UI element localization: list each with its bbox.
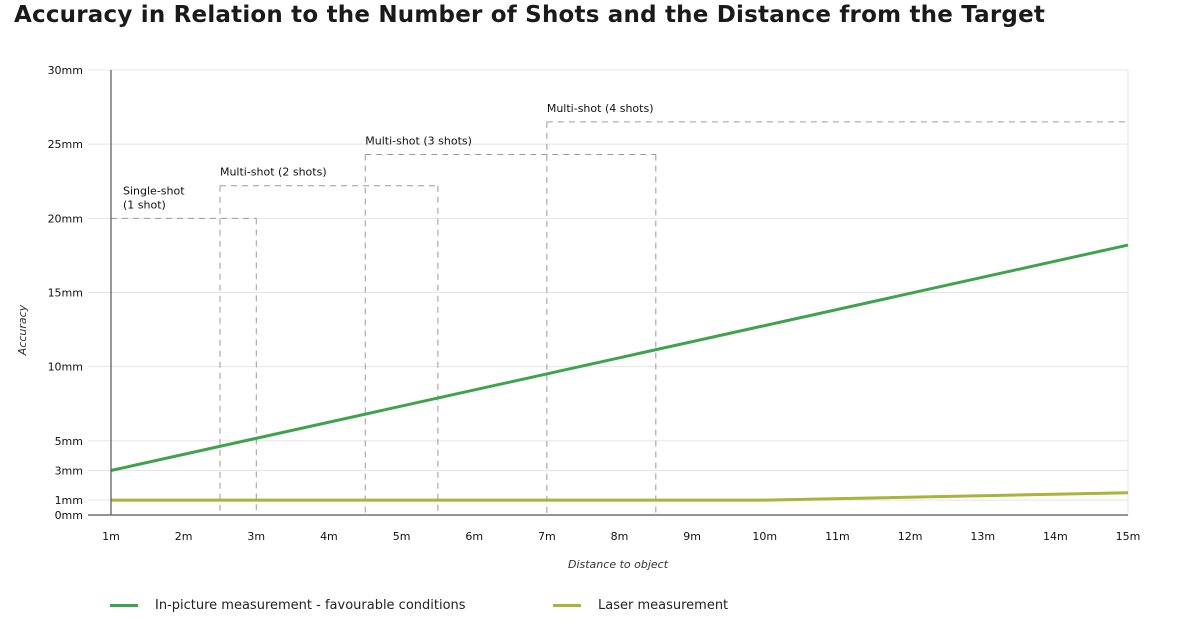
y-tick-label: 25mm [48, 138, 83, 151]
legend-label-in-picture: In-picture measurement - favourable cond… [155, 598, 466, 613]
zone-label: (1 shot) [123, 198, 166, 211]
x-tick-label: 6m [465, 530, 483, 543]
x-tick-label: 13m [970, 530, 995, 543]
x-tick-label: 4m [320, 530, 338, 543]
x-tick-label: 8m [611, 530, 629, 543]
x-tick-label: 7m [538, 530, 556, 543]
legend: In-picture measurement - favourable cond… [0, 598, 1189, 622]
y-tick-label: 15mm [48, 287, 83, 300]
y-tick-label: 1mm [55, 494, 83, 507]
y-tick-label: 5mm [55, 435, 83, 448]
y-tick-label: 3mm [55, 465, 83, 478]
x-tick-label: 15m [1116, 530, 1141, 543]
x-tick-label: 12m [898, 530, 923, 543]
zone-2: Multi-shot (2 shots) [219, 166, 439, 515]
zone-label: Multi-shot (3 shots) [365, 135, 472, 148]
legend-item-laser: Laser measurement [553, 598, 728, 613]
series-line-in-picture [110, 243, 1129, 472]
zone-label: Multi-shot (4 shots) [547, 102, 654, 115]
x-tick-label: 11m [825, 530, 850, 543]
zone-layer: Single-shot(1 shot) Multi-shot (2 shots) M… [111, 102, 1128, 515]
legend-swatch-laser [553, 604, 581, 607]
chart-plot: Single-shot(1 shot) Multi-shot (2 shots) M… [16, 64, 1141, 571]
y-tick-label: 10mm [48, 361, 83, 374]
x-tick-label: 5m [393, 530, 411, 543]
series-line-laser [111, 491, 1129, 502]
series-layer [110, 243, 1129, 502]
x-tick-label: 9m [683, 530, 701, 543]
x-tick-label: 14m [1043, 530, 1068, 543]
legend-swatch-in-picture [110, 604, 138, 607]
x-tick-label: 1m [102, 530, 120, 543]
legend-item-in-picture: In-picture measurement - favourable cond… [110, 598, 466, 613]
zone-4: Multi-shot (4 shots) [546, 102, 1128, 515]
x-axis-title: Distance to object [568, 558, 669, 571]
zone-label: Multi-shot (2 shots) [220, 166, 327, 179]
y-tick-label: 0mm [55, 509, 83, 522]
chart-title: Accuracy in Relation to the Number of Sh… [14, 2, 1046, 28]
zone-label: Single-shot [123, 184, 185, 197]
legend-label-laser: Laser measurement [598, 598, 729, 613]
zone-3: Multi-shot (3 shots) [364, 135, 657, 515]
y-tick-label: 30mm [48, 64, 83, 77]
grid-layer [88, 69, 1129, 515]
x-tick-label: 10m [752, 530, 777, 543]
x-tick-label: 2m [175, 530, 193, 543]
y-tick-label: 20mm [48, 212, 83, 225]
x-tick-label: 3m [247, 530, 265, 543]
zone-1: Single-shot(1 shot) [111, 184, 257, 515]
y-axis-title: Accuracy [16, 304, 29, 356]
axis-layer: 0mm 1mm 3mm 5mm 10mm 15mm 20mm 25mm 30mm 1m 2m 3m 4m… [48, 64, 1141, 543]
